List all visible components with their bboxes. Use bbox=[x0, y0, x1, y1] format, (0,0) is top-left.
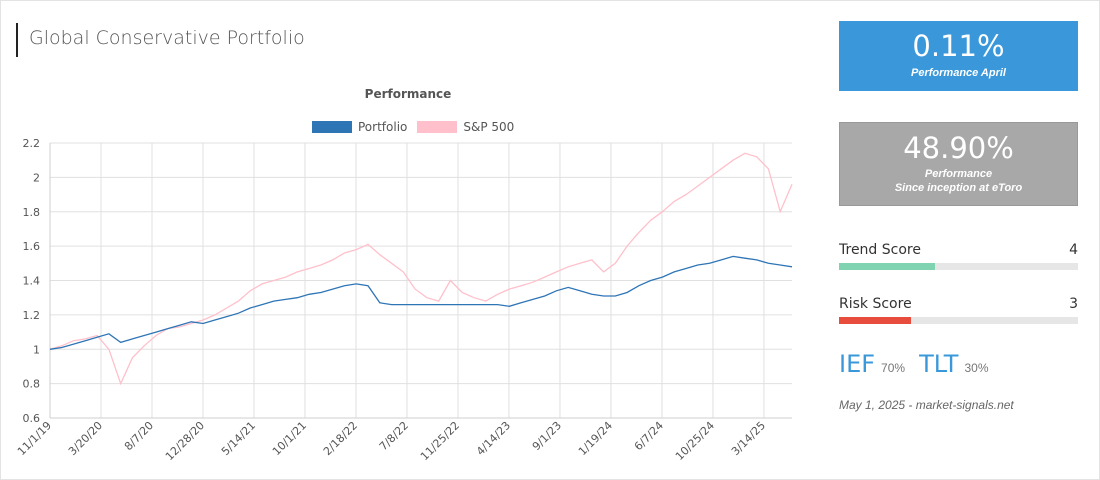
legend-label-sp500: S&P 500 bbox=[463, 120, 515, 134]
y-tick-label: 1.4 bbox=[23, 275, 41, 288]
risk-score-label: Risk Score bbox=[839, 296, 912, 312]
monthly-performance-value: 0.11% bbox=[912, 29, 1005, 63]
trend-score-label: Trend Score bbox=[839, 242, 921, 258]
monthly-performance-label: Performance April bbox=[911, 67, 1006, 79]
legend-item-sp500[interactable]: S&P 500 bbox=[417, 120, 514, 134]
y-tick-label: 0.8 bbox=[23, 378, 41, 391]
x-tick-label: 5/14/21 bbox=[219, 419, 258, 458]
legend-swatch-portfolio bbox=[312, 121, 352, 133]
monthly-performance-card: 0.11% Performance April bbox=[839, 21, 1078, 91]
y-tick-label: 0.6 bbox=[23, 412, 41, 425]
risk-score-value: 3 bbox=[1069, 296, 1078, 312]
y-tick-label: 1.2 bbox=[23, 309, 41, 322]
performance-chart: 2.221.81.61.41.210.80.611/1/19 3/20/20 8/7… bbox=[15, 137, 793, 463]
y-tick-label: 2 bbox=[33, 171, 40, 184]
inception-performance-card: 48.90% Performance Since inception at eT… bbox=[839, 122, 1078, 206]
trend-score-value: 4 bbox=[1069, 242, 1078, 258]
legend-swatch-sp500 bbox=[417, 121, 458, 133]
trend-score-bar-fill bbox=[839, 263, 935, 270]
x-tick-label: 12/28/20 bbox=[163, 419, 207, 463]
y-tick-label: 2.2 bbox=[23, 137, 41, 150]
x-tick-label: 4/14/23 bbox=[474, 419, 513, 458]
inception-performance-label-2: Since inception at eToro bbox=[894, 182, 1023, 194]
x-tick-label: 8/7/20 bbox=[122, 419, 156, 453]
x-tick-label: 11/25/22 bbox=[418, 419, 462, 463]
allocation-list: IEF 70% TLT 30% bbox=[839, 350, 1003, 378]
trend-score-bar bbox=[839, 263, 1078, 270]
chart-title: Performance bbox=[364, 87, 452, 101]
x-tick-label: 10/1/21 bbox=[270, 419, 309, 458]
x-tick-label: 3/20/20 bbox=[66, 419, 105, 458]
series-line-portfolio bbox=[49, 255, 793, 350]
date-source-note: May 1, 2025 - market-signals.net bbox=[839, 398, 1014, 412]
risk-score-bar bbox=[839, 317, 1078, 324]
allocation-ticker-tlt[interactable]: TLT bbox=[919, 350, 959, 378]
y-tick-label: 1 bbox=[33, 343, 40, 356]
x-tick-label: 6/7/24 bbox=[632, 419, 666, 453]
x-tick-label: 2/18/22 bbox=[321, 419, 360, 458]
x-tick-label: 9/1/23 bbox=[530, 419, 564, 453]
allocation-weight-ief: 70% bbox=[881, 361, 906, 375]
x-tick-label: 3/14/25 bbox=[729, 419, 768, 458]
allocation-weight-tlt: 30% bbox=[964, 361, 989, 375]
chart-legend: Portfolio S&P 500 bbox=[312, 120, 524, 134]
y-tick-label: 1.6 bbox=[23, 240, 41, 253]
x-tick-label: 10/25/24 bbox=[673, 419, 717, 463]
x-tick-label: 7/8/22 bbox=[377, 419, 411, 453]
allocation-ticker-ief[interactable]: IEF bbox=[839, 350, 876, 378]
page-title: Global Conservative Portfolio bbox=[16, 23, 305, 57]
risk-score-bar-fill bbox=[839, 317, 911, 324]
y-tick-label: 1.8 bbox=[23, 206, 41, 219]
legend-item-portfolio[interactable]: Portfolio bbox=[312, 120, 407, 134]
inception-performance-value: 48.90% bbox=[903, 131, 1014, 165]
x-tick-label: 1/19/24 bbox=[576, 419, 615, 458]
series-line-sp500 bbox=[49, 152, 793, 386]
legend-label-portfolio: Portfolio bbox=[358, 120, 408, 134]
inception-performance-label-1: Performance bbox=[924, 168, 993, 180]
